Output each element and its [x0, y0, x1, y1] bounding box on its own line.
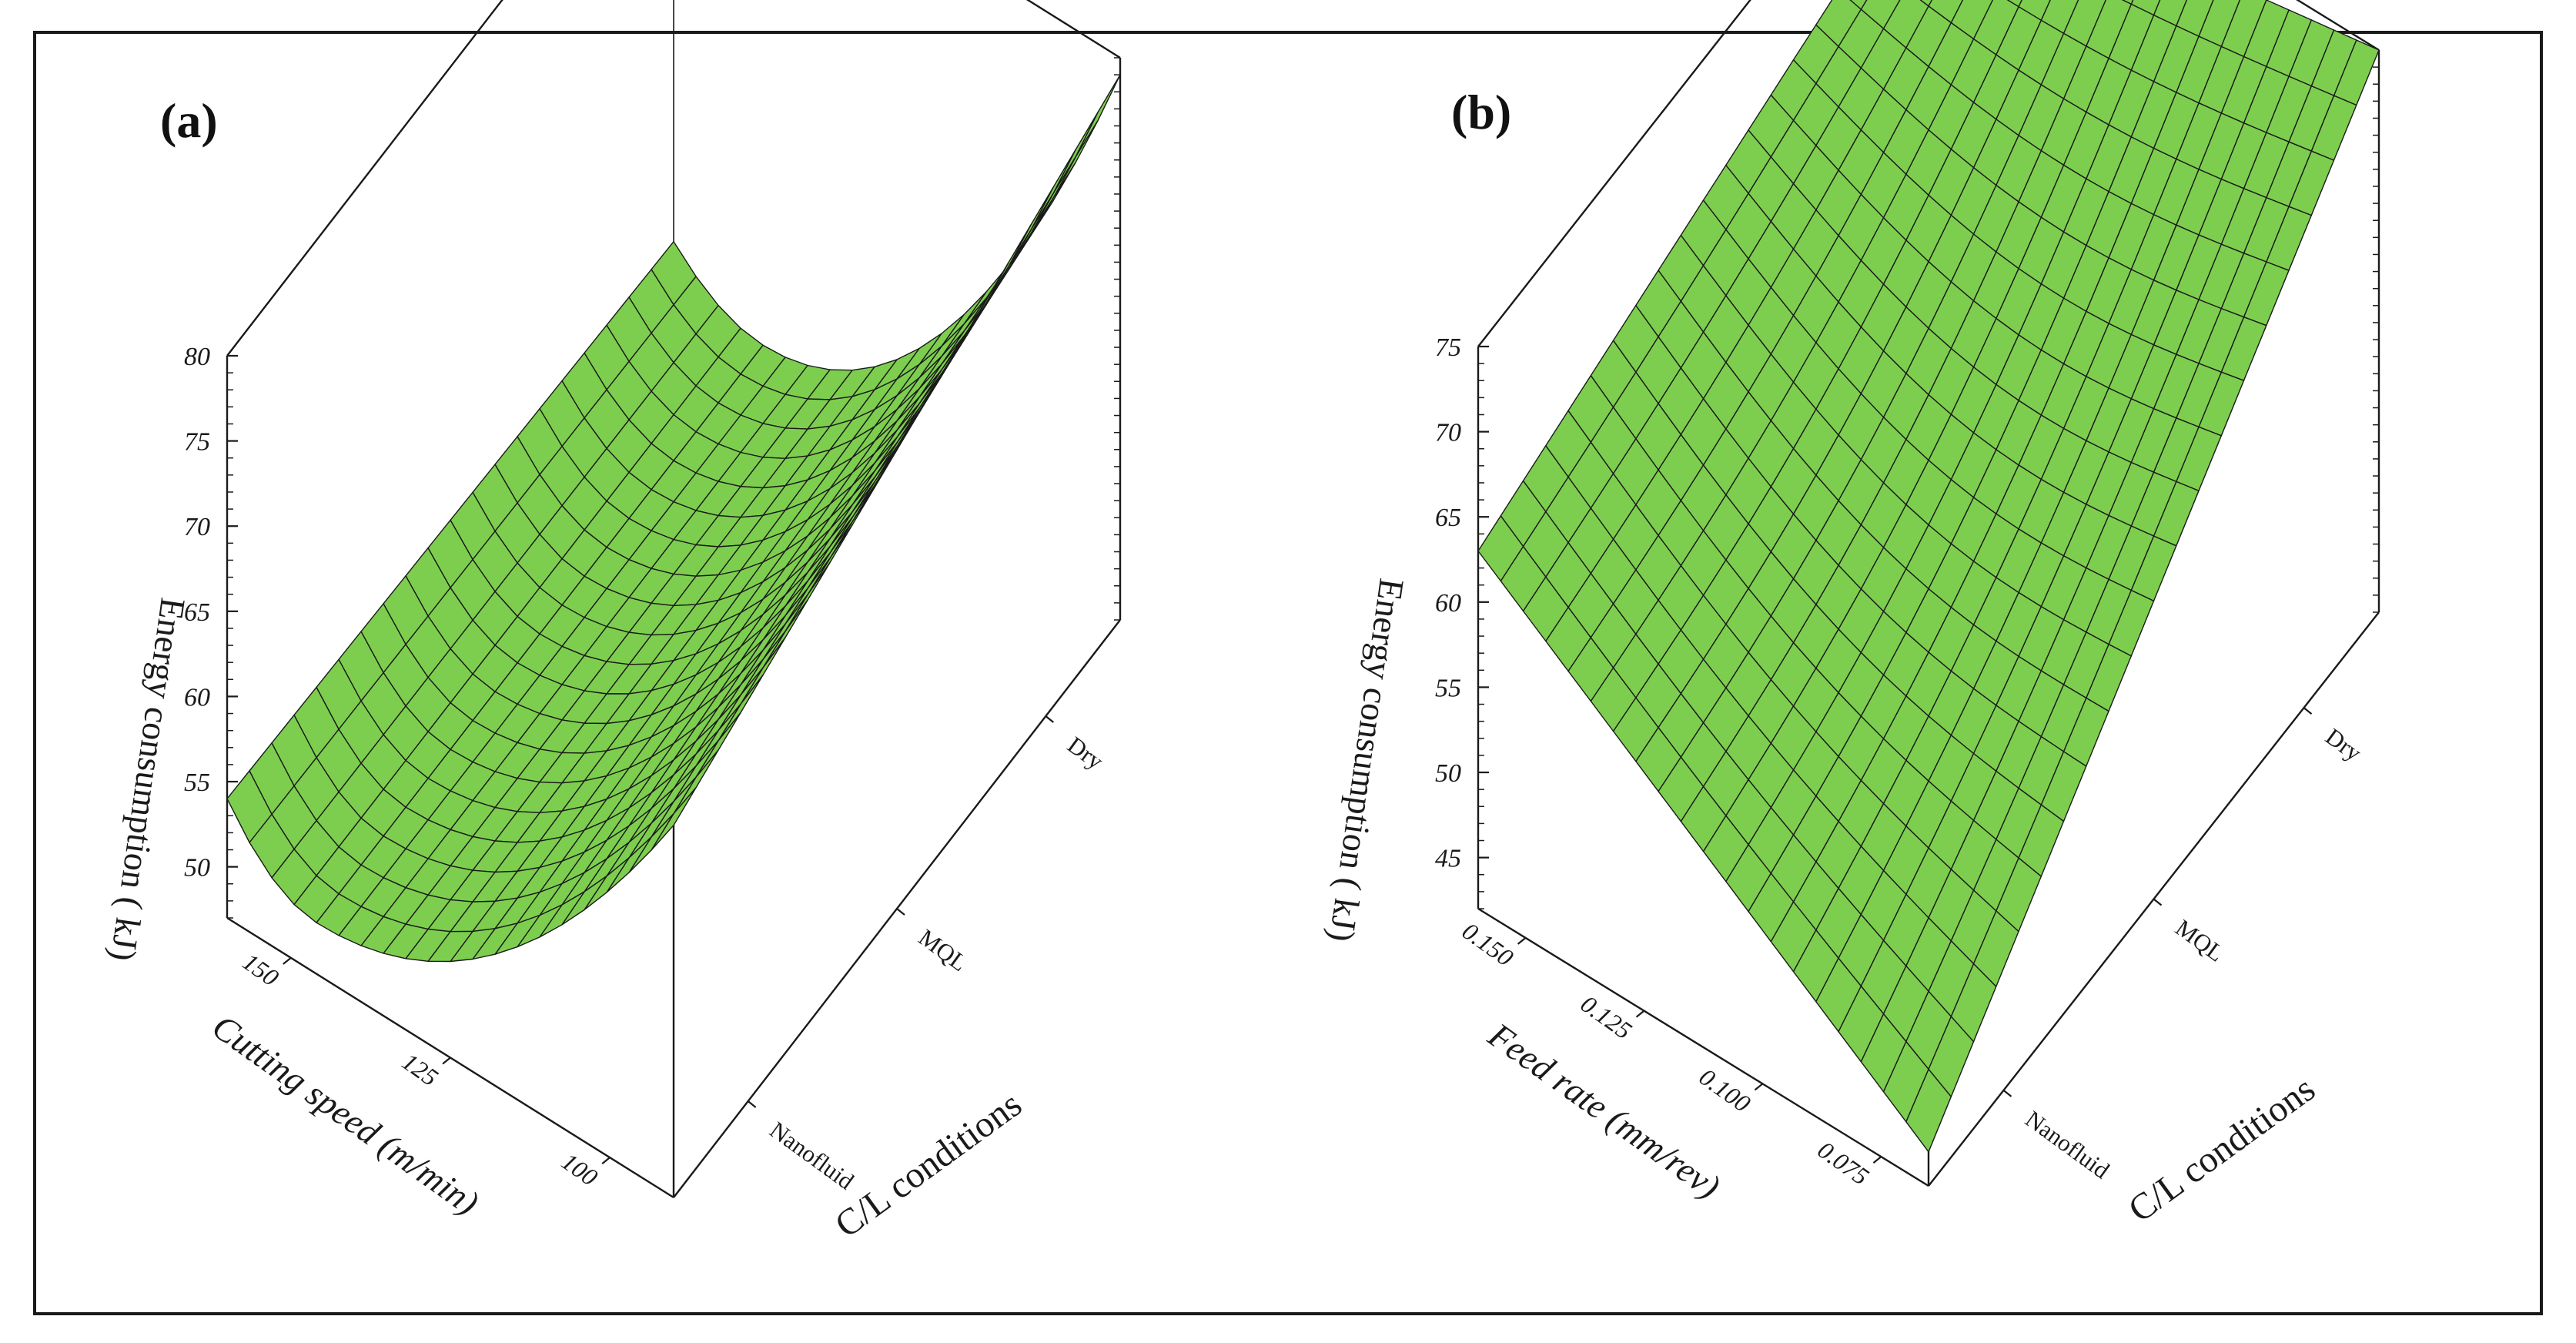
x-tick-label: 0.150	[1457, 916, 1519, 971]
y-tick-label: Dry	[2320, 723, 2367, 767]
panel-b: 45 50 55 60 65 70 75 0.150 0.125 0.100 0.075 Nanofl…	[1322, 0, 2380, 1231]
z-tick-label: 55	[1435, 674, 1461, 702]
z-tick-label: 65	[184, 598, 210, 627]
y-tick	[747, 1100, 757, 1108]
figure-frame	[33, 31, 2543, 1315]
x-tick	[1872, 1156, 1882, 1164]
z-tick-label: 65	[1435, 504, 1461, 532]
box-edge	[1025, 0, 1121, 59]
z-axis-title: Energy consumption ( kJ)	[1322, 576, 1412, 944]
x-axis-title: Feed rate (mm/rev)	[1480, 1015, 1727, 1207]
z-tick-label: 60	[184, 683, 210, 712]
y-tick	[896, 908, 905, 916]
z-tick-label: 55	[184, 769, 210, 797]
z-axis-title: Energy consumption ( kJ)	[103, 595, 193, 963]
box-edge	[1477, 907, 1929, 1187]
z-tick-label: 45	[1435, 845, 1461, 873]
box-edge	[226, 0, 503, 357]
panel-label: (a)	[160, 93, 218, 148]
surface-patch	[226, 770, 273, 843]
z-tick-label: 50	[1435, 759, 1461, 788]
y-tick-label: Nanofluid	[2020, 1105, 2115, 1184]
z-tick-label: 75	[1435, 333, 1461, 362]
panel-a: 50 55 60 65 70 75 80 150 125 100 Nanofluid MQL Dry En…	[103, 0, 1122, 1246]
x-tick	[283, 956, 292, 965]
y-tick-label: Nanofluid	[765, 1116, 860, 1194]
surface	[1477, 0, 2380, 1153]
z-tick-label: 75	[184, 428, 210, 457]
x-tick	[442, 1057, 451, 1065]
y-tick	[2303, 707, 2313, 715]
surface-patch	[1477, 515, 1524, 582]
x-tick	[1635, 1010, 1645, 1018]
z-tick-label: 80	[184, 343, 210, 371]
x-tick-label: 0.075	[1813, 1136, 1875, 1191]
y-tick-label: Dry	[1062, 731, 1109, 775]
x-tick	[1754, 1083, 1764, 1091]
x-tick	[601, 1157, 611, 1165]
panel-label: (b)	[1451, 85, 1511, 139]
x-tick-label: 0.125	[1576, 990, 1638, 1044]
y-tick	[2002, 1089, 2012, 1097]
x-tick-label: 0.100	[1694, 1063, 1756, 1117]
y-axis-title: C/L conditions	[2121, 1068, 2323, 1230]
z-tick-label: 70	[1435, 419, 1461, 447]
y-tick	[2153, 898, 2163, 906]
y-tick	[1045, 715, 1055, 723]
surface	[226, 74, 1121, 963]
box-edge	[1477, 0, 1751, 347]
x-tick	[1517, 937, 1527, 945]
x-axis-title: Cutting speed (m/min)	[206, 1006, 487, 1222]
x-tick-label: 100	[557, 1147, 603, 1191]
z-tick-label: 60	[1435, 589, 1461, 618]
z-tick-label: 70	[184, 513, 210, 541]
z-tick-label: 50	[184, 854, 210, 882]
y-tick-label: MQL	[914, 923, 972, 976]
y-tick-label: MQL	[2170, 914, 2229, 967]
box-edge	[2296, 0, 2380, 52]
x-tick-label: 150	[238, 947, 284, 991]
y-axis-title: C/L conditions	[828, 1083, 1029, 1245]
x-tick-label: 125	[397, 1047, 443, 1091]
